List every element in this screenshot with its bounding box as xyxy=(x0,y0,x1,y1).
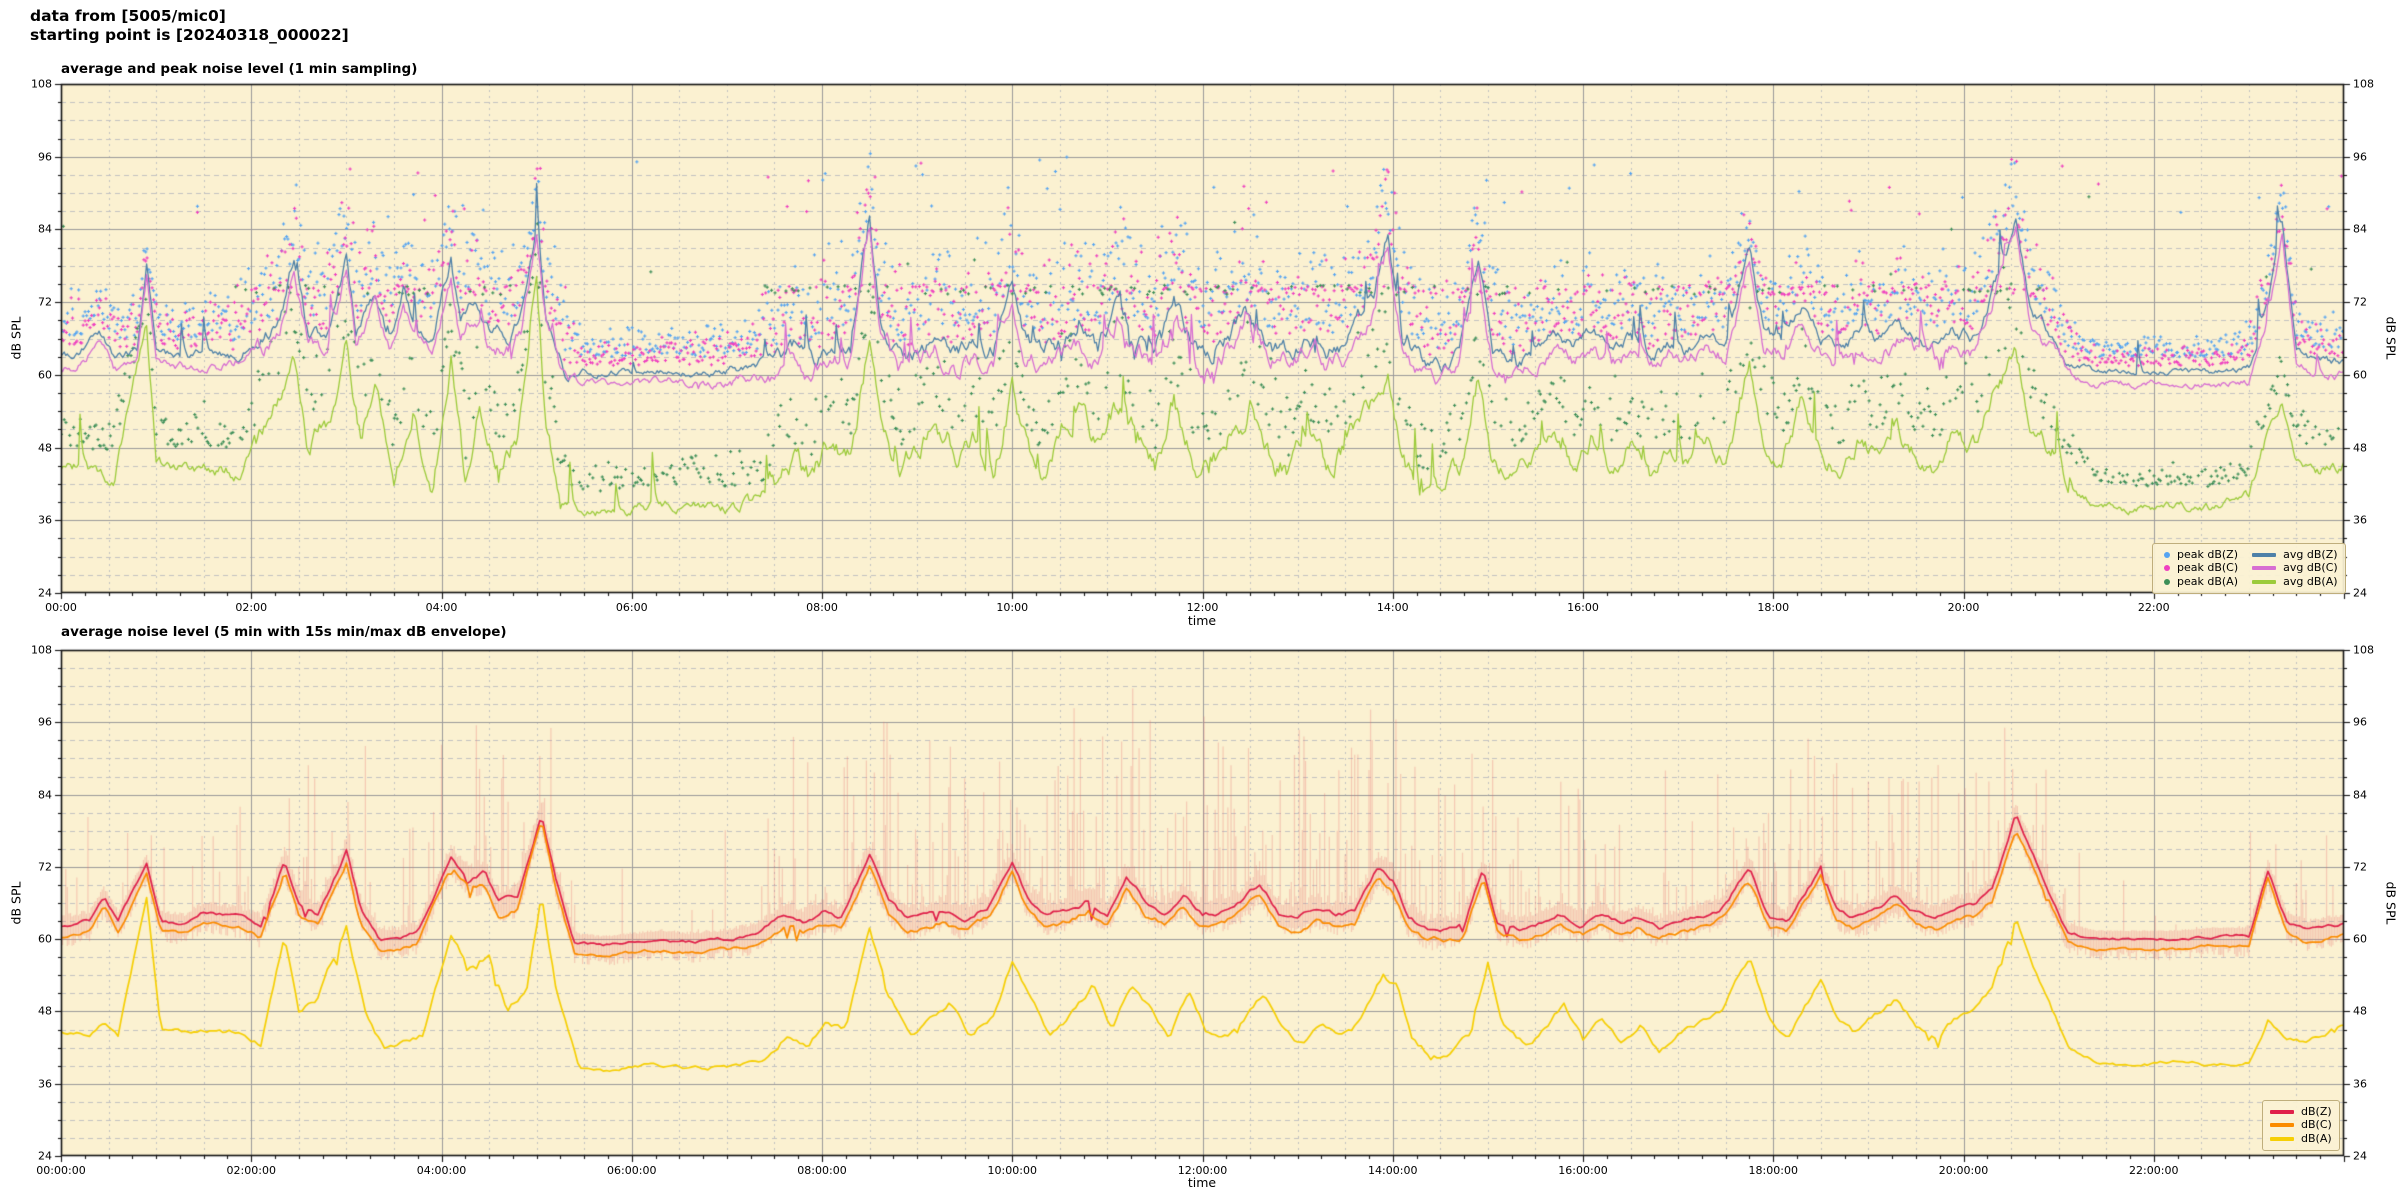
x-tick-label-chart1: 08:00:00 xyxy=(797,1164,847,1177)
legend-item-peak-db-z-: peak dB(Z) xyxy=(2160,548,2238,562)
y-tick-label-left-chart0: 84 xyxy=(38,222,52,236)
legend-label: dB(Z) xyxy=(2301,1104,2332,1118)
legend-label: avg dB(C) xyxy=(2283,561,2338,575)
legend-label: avg dB(A) xyxy=(2283,574,2338,588)
y-tick-label-left-chart0: 24 xyxy=(38,586,52,600)
top-chart-ylabel-right: dB SPL xyxy=(2383,316,2399,360)
top-chart-legend: peak dB(Z) peak dB(C) peak dB(A) avg dB(Z) a… xyxy=(2152,543,2346,594)
y-tick-label-right-chart0: 36 xyxy=(2353,513,2367,527)
x-tick-label-chart1: 18:00:00 xyxy=(1748,1164,1798,1177)
y-tick-label-left-chart1: 84 xyxy=(38,788,52,802)
legend-line-swatch-icon xyxy=(2270,1136,2294,1141)
bottom-chart-ylabel-left: dB SPL xyxy=(8,881,24,925)
x-tick-label-chart1: 10:00:00 xyxy=(987,1164,1037,1177)
y-tick-label-right-chart1: 72 xyxy=(2353,860,2367,874)
legend-dot-swatch-icon xyxy=(2164,565,2170,572)
top-chart-xlabel: time xyxy=(1187,613,1217,628)
y-tick-label-left-chart1: 36 xyxy=(38,1077,52,1091)
x-tick-label-chart0: 16:00 xyxy=(1567,601,1599,614)
y-tick-label-right-chart1: 84 xyxy=(2353,788,2367,802)
y-tick-label-left-chart1: 72 xyxy=(38,860,52,874)
legend-item-avg-db-a-: avg dB(A) xyxy=(2252,575,2338,589)
y-tick-label-right-chart1: 108 xyxy=(2353,643,2374,657)
y-tick-label-right-chart1: 60 xyxy=(2353,932,2367,946)
y-tick-label-left-chart0: 96 xyxy=(38,150,52,164)
legend-item-db-c-: dB(C) xyxy=(2270,1119,2332,1133)
y-tick-label-right-chart0: 96 xyxy=(2353,150,2367,164)
bottom-chart-title: average noise level (5 min with 15s min/… xyxy=(61,624,507,640)
x-tick-label-chart0: 08:00 xyxy=(806,601,838,614)
x-tick-label-chart1: 16:00:00 xyxy=(1558,1164,1608,1177)
y-tick-label-right-chart0: 24 xyxy=(2353,586,2367,600)
x-tick-label-chart1: 22:00:00 xyxy=(2129,1164,2179,1177)
y-tick-label-left-chart0: 36 xyxy=(38,513,52,527)
y-tick-label-right-chart1: 24 xyxy=(2353,1149,2367,1163)
y-tick-label-left-chart1: 24 xyxy=(38,1149,52,1163)
x-tick-label-chart0: 06:00 xyxy=(615,601,648,614)
legend-line-swatch-icon xyxy=(2252,566,2277,571)
legend-label: peak dB(Z) xyxy=(2177,547,2239,561)
x-tick-label-chart0: 20:00 xyxy=(1947,601,1980,614)
x-tick-label-chart1: 04:00:00 xyxy=(416,1164,467,1177)
x-tick-label-chart1: 20:00:00 xyxy=(1938,1164,1989,1177)
y-tick-label-left-chart0: 108 xyxy=(31,77,52,91)
legend-item-avg-db-z-: avg dB(Z) xyxy=(2252,548,2338,562)
x-tick-label-chart0: 02:00 xyxy=(235,601,268,614)
legend-item-db-z-: dB(Z) xyxy=(2270,1105,2332,1119)
y-tick-label-right-chart1: 36 xyxy=(2353,1077,2367,1091)
x-tick-label-chart1: 00:00:00 xyxy=(36,1164,86,1177)
x-tick-label-chart0: 12:00 xyxy=(1186,601,1219,614)
legend-label: peak dB(A) xyxy=(2177,574,2238,588)
top-chart-title: average and peak noise level (1 min samp… xyxy=(61,61,418,77)
x-tick-label-chart1: 06:00:00 xyxy=(607,1164,657,1177)
y-tick-label-right-chart0: 48 xyxy=(2353,441,2367,455)
legend-dot-swatch-icon xyxy=(2164,551,2170,558)
header-data-source: data from [5005/mic0] xyxy=(30,7,226,25)
y-tick-label-left-chart1: 108 xyxy=(31,643,52,657)
header-starting-point: starting point is [20240318_000022] xyxy=(30,26,349,44)
legend-label: dB(A) xyxy=(2301,1131,2332,1145)
x-tick-label-chart0: 04:00 xyxy=(425,601,458,614)
x-tick-label-chart1: 12:00:00 xyxy=(1177,1164,1228,1177)
legend-item-avg-db-c-: avg dB(C) xyxy=(2252,562,2338,576)
x-tick-label-chart0: 14:00 xyxy=(1376,601,1409,614)
y-tick-label-right-chart0: 60 xyxy=(2353,368,2367,382)
legend-label: peak dB(C) xyxy=(2177,561,2239,575)
legend-item-db-a-: dB(A) xyxy=(2270,1132,2332,1146)
x-tick-label-chart0: 18:00 xyxy=(1757,601,1790,614)
y-tick-label-left-chart0: 48 xyxy=(38,441,52,455)
legend-item-peak-db-c-: peak dB(C) xyxy=(2160,562,2238,576)
y-tick-label-right-chart1: 48 xyxy=(2353,1004,2367,1018)
x-tick-label-chart1: 14:00:00 xyxy=(1368,1164,1418,1177)
legend-label: avg dB(Z) xyxy=(2283,547,2338,561)
y-tick-label-right-chart0: 108 xyxy=(2353,77,2374,91)
legend-line-swatch-icon xyxy=(2270,1109,2294,1114)
top-chart-ylabel-left: dB SPL xyxy=(8,316,24,360)
x-tick-label-chart0: 00:00 xyxy=(45,601,77,614)
y-tick-label-left-chart1: 60 xyxy=(38,932,52,946)
legend-line-swatch-icon xyxy=(2252,579,2277,584)
y-tick-label-right-chart0: 84 xyxy=(2353,222,2367,236)
y-tick-label-left-chart1: 96 xyxy=(38,715,52,729)
legend-item-peak-db-a-: peak dB(A) xyxy=(2160,575,2238,589)
bottom-chart-legend: dB(Z) dB(C) dB(A) xyxy=(2262,1100,2340,1151)
x-tick-label-chart1: 02:00:00 xyxy=(226,1164,276,1177)
y-tick-label-left-chart1: 48 xyxy=(38,1004,52,1018)
x-tick-label-chart0: 10:00 xyxy=(996,601,1029,614)
legend-line-swatch-icon xyxy=(2252,552,2277,557)
bottom-chart-xlabel: time xyxy=(1187,1175,1217,1190)
y-tick-label-left-chart0: 60 xyxy=(38,368,52,382)
x-tick-label-chart0: 22:00 xyxy=(2137,601,2170,614)
y-tick-label-right-chart0: 72 xyxy=(2353,295,2367,309)
legend-dot-swatch-icon xyxy=(2164,578,2170,585)
bottom-chart-ylabel-right: dB SPL xyxy=(2383,881,2399,925)
y-tick-label-right-chart1: 96 xyxy=(2353,715,2367,729)
legend-line-swatch-icon xyxy=(2270,1123,2294,1128)
legend-label: dB(C) xyxy=(2301,1118,2332,1132)
y-tick-label-left-chart0: 72 xyxy=(38,295,52,309)
